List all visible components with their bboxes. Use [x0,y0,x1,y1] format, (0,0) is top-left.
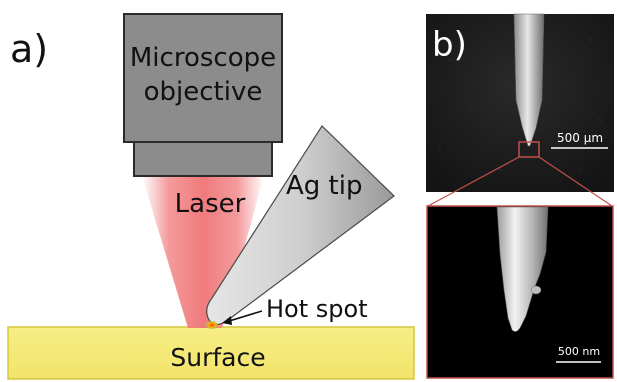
objective-body [123,13,283,143]
sem-needle-top [513,13,545,147]
panel-a-label: a) [10,27,48,71]
hot-spot [206,321,218,329]
panel-a: a) Microscope objective Laser Ag tip Hot… [7,13,415,380]
laser-beam [142,176,264,328]
sem-needle-bump [530,285,542,295]
scale-label-top: 500 µm [557,131,603,145]
sem-needle-zoom [496,206,549,332]
sem-texture [439,39,602,171]
surface [7,326,415,380]
hotspot-label: Hot spot [266,295,368,323]
tip-label: Ag tip [286,171,362,201]
inset-box [518,141,540,158]
inset-connector-left [427,156,520,207]
objective-label-line2: objective [144,77,263,107]
surface-label: Surface [170,343,265,372]
scale-label-bottom: 500 nm [558,345,600,358]
inset-connector-right [538,156,613,207]
objective-label-line1: Microscope [130,43,276,73]
panel-b-label: b) [432,25,467,65]
objective-nose [133,141,273,177]
hotspot-arrowhead [222,316,232,325]
laser-label: Laser [175,189,246,219]
hotspot-arrow [225,310,263,323]
panel-b: b) 500 µm 500 nm [426,13,614,379]
